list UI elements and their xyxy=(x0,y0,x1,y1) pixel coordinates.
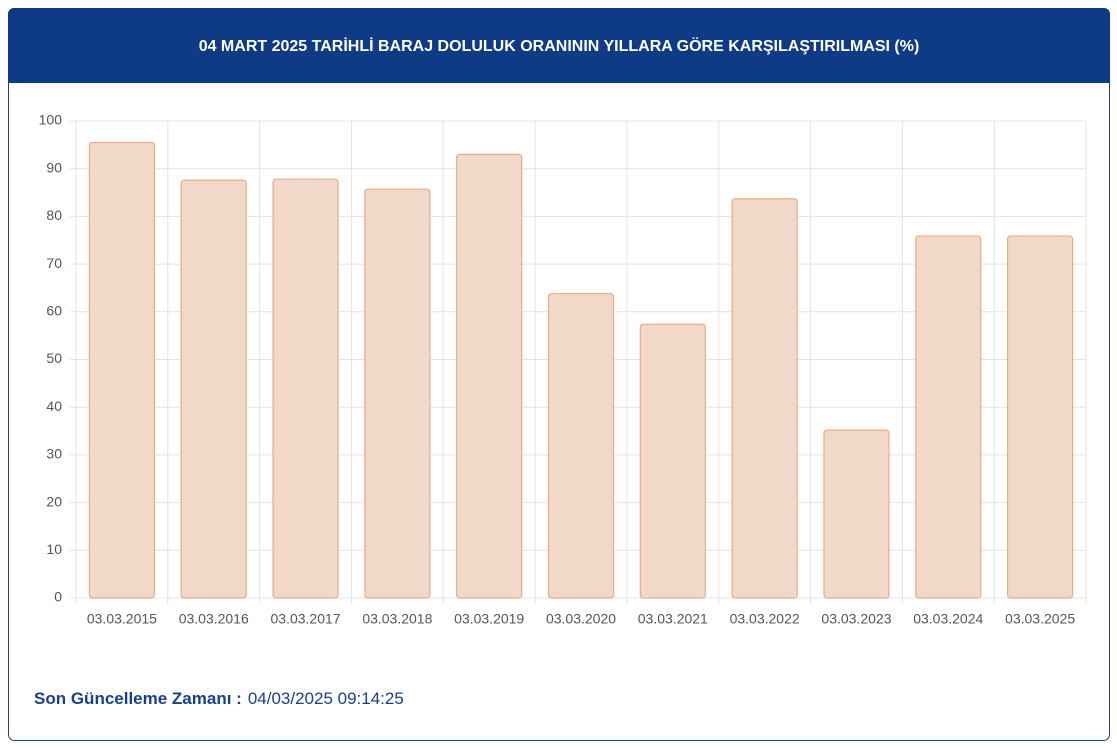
bar xyxy=(731,198,798,599)
bar xyxy=(639,323,706,599)
y-tick-label: 80 xyxy=(46,207,62,223)
y-tick-label: 50 xyxy=(46,350,62,366)
x-tick-label: 03.03.2020 xyxy=(546,611,616,627)
bar xyxy=(823,429,890,599)
x-tick-label: 03.03.2015 xyxy=(87,611,157,627)
x-tick-label: 03.03.2019 xyxy=(454,611,524,627)
footer: Son Güncelleme Zamanı : 04/03/2025 09:14:… xyxy=(34,689,404,708)
bar xyxy=(915,235,982,599)
x-tick-label: 03.03.2021 xyxy=(638,611,708,627)
y-tick-label: 20 xyxy=(46,493,62,509)
x-tick-label: 03.03.2024 xyxy=(913,611,983,627)
x-tick-label: 03.03.2023 xyxy=(821,611,891,627)
x-tick-label: 03.03.2025 xyxy=(1005,611,1075,627)
y-tick-label: 0 xyxy=(54,589,62,605)
x-tick-label: 03.03.2016 xyxy=(179,611,249,627)
y-tick-label: 30 xyxy=(46,446,62,462)
bar xyxy=(364,188,431,599)
bar xyxy=(180,179,247,599)
bar xyxy=(1006,235,1074,599)
x-tick-label: 03.03.2017 xyxy=(271,611,341,627)
y-tick-label: 100 xyxy=(39,112,63,128)
footer-value: 04/03/2025 09:14:25 xyxy=(248,689,404,708)
y-tick-label: 90 xyxy=(46,159,62,175)
header xyxy=(8,8,1110,83)
y-tick-label: 40 xyxy=(46,398,62,414)
y-tick-label: 60 xyxy=(46,303,62,319)
bar xyxy=(456,153,523,599)
y-tick-label: 10 xyxy=(46,541,62,557)
footer-label: Son Güncelleme Zamanı : xyxy=(34,689,242,708)
bar xyxy=(272,178,339,599)
bar xyxy=(88,141,156,599)
y-tick-label: 70 xyxy=(46,255,62,271)
chart-title: 04 MART 2025 TARİHLİ BARAJ DOLULUK ORANI… xyxy=(199,36,920,55)
x-tick-label: 03.03.2022 xyxy=(730,611,800,627)
bar xyxy=(547,293,615,599)
x-tick-label: 03.03.2018 xyxy=(362,611,432,627)
